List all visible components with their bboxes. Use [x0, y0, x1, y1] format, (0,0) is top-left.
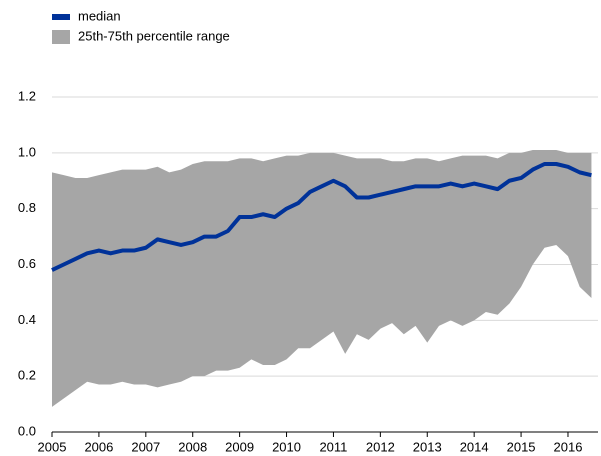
legend-label: 25th-75th percentile range: [78, 28, 230, 43]
y-tick-label: 1.2: [18, 88, 36, 103]
x-tick-label: 2016: [554, 439, 583, 454]
y-tick-label: 0.8: [18, 200, 36, 215]
y-tick-label: 0.2: [18, 368, 36, 383]
x-tick-label: 2013: [413, 439, 442, 454]
percentile-band: [52, 150, 592, 407]
x-tick-label: 2015: [507, 439, 536, 454]
x-tick-label: 2010: [272, 439, 301, 454]
x-tick-label: 2005: [38, 439, 67, 454]
x-tick-label: 2009: [225, 439, 254, 454]
x-tick-label: 2006: [84, 439, 113, 454]
x-tick-label: 2008: [178, 439, 207, 454]
x-tick-label: 2012: [366, 439, 395, 454]
x-tick-label: 2014: [460, 439, 489, 454]
legend-label: median: [78, 8, 121, 23]
x-tick-label: 2007: [131, 439, 160, 454]
y-tick-label: 0.4: [18, 312, 36, 327]
y-tick-label: 0.0: [18, 423, 36, 438]
y-tick-label: 1.0: [18, 144, 36, 159]
legend-marker: [52, 30, 70, 44]
legend-marker: [52, 14, 70, 20]
x-tick-label: 2011: [319, 439, 347, 454]
y-tick-label: 0.6: [18, 256, 36, 271]
median-line: [51, 162, 592, 272]
